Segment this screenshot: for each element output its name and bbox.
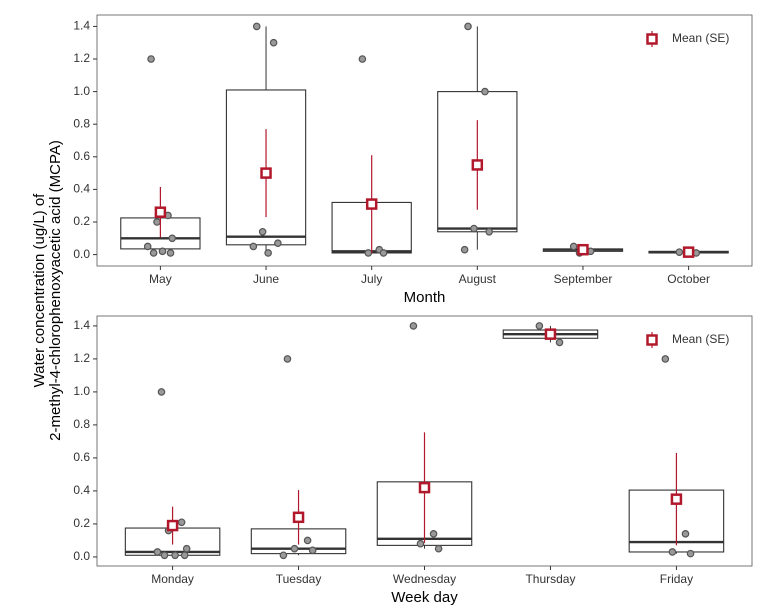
mean-marker [292,511,305,524]
legend-key [646,334,658,346]
mean-marker [260,167,272,179]
data-point [279,551,288,560]
legend-label: Mean (SE) [672,332,729,346]
data-point [303,536,312,545]
y-tick-label: 1.2 [73,351,90,365]
data-point [264,249,272,257]
data-point [661,355,670,363]
data-point [168,234,177,243]
data-point [157,388,166,396]
data-point [668,548,677,556]
data-point [675,248,684,256]
mean-marker [577,243,589,256]
data-point [153,218,161,226]
mean-marker [670,493,683,505]
data-point [485,227,493,236]
data-point [379,249,388,257]
y-tick-label: 0.6 [73,149,90,163]
x-tick-label: June [253,272,279,286]
mean-marker [682,246,695,258]
data-point [434,544,443,553]
data-point [364,249,373,257]
mean-marker [166,519,179,532]
x-tick-label: August [459,272,497,286]
x-tick-label: July [361,272,382,286]
mean-marker [365,198,378,210]
y-tick-label: 0.0 [73,247,90,261]
data-point [182,544,191,553]
data-point [470,224,478,233]
mean-marker [471,159,484,171]
data-point [158,247,167,256]
x-tick-label: October [667,272,710,286]
data-point [171,551,179,560]
y-tick-label: 0.8 [73,116,90,130]
mean-marker [154,206,167,218]
data-point [252,22,261,31]
data-point [416,539,425,548]
plot-area [96,14,753,267]
data-point [147,55,155,63]
y-tick-label: 0.6 [73,450,90,464]
x-tick-label: September [554,272,613,286]
mean-marker [544,328,557,340]
data-point [681,530,690,538]
data-point [160,551,169,560]
x-axis-title: Week day [391,589,458,606]
data-point [149,249,158,257]
data-point [409,322,418,330]
y-tick-label: 1.4 [73,19,90,33]
data-point [535,322,544,330]
data-point [258,227,267,236]
x-tick-label: Tuesday [276,572,322,586]
data-point [308,546,317,555]
data-point [249,242,258,251]
data-point [481,87,489,96]
y-tick-label: 0.2 [73,516,90,530]
legend-key [646,33,658,45]
data-point [460,245,469,254]
y-tick-label: 1.0 [73,384,90,398]
data-point [464,22,472,31]
data-point [269,38,278,47]
data-point [274,239,282,247]
x-axis-title: Month [404,289,446,306]
y-tick-label: 1.2 [73,51,90,65]
data-point [290,544,299,553]
y-axis-title: 2-methyl-4-chlorophenoxyacetic acid (MCP… [47,140,64,441]
y-axis-title: Water concentration (ug/L) of [31,193,48,388]
x-tick-label: May [149,272,172,286]
y-tick-label: 0.8 [73,417,90,431]
x-tick-label: Monday [151,572,194,586]
data-point [180,551,189,560]
data-point [429,530,438,538]
y-tick-label: 0.4 [73,483,90,497]
data-point [358,55,367,63]
data-point [283,355,292,363]
legend-label: Mean (SE) [672,31,729,45]
y-tick-label: 0.4 [73,182,90,196]
y-tick-label: 1.0 [73,84,90,98]
data-point [166,249,175,257]
data-point [177,518,186,527]
data-point [569,242,578,251]
x-tick-label: Wednesday [393,572,456,586]
data-point [153,548,162,556]
mean-marker [418,481,431,494]
data-point [143,242,152,251]
x-tick-label: Thursday [525,572,575,586]
data-point [555,338,564,347]
y-tick-label: 0.0 [73,549,90,563]
x-tick-label: Friday [660,572,693,586]
data-point [686,549,695,558]
y-tick-label: 1.4 [73,318,90,332]
y-tick-label: 0.2 [73,214,90,228]
